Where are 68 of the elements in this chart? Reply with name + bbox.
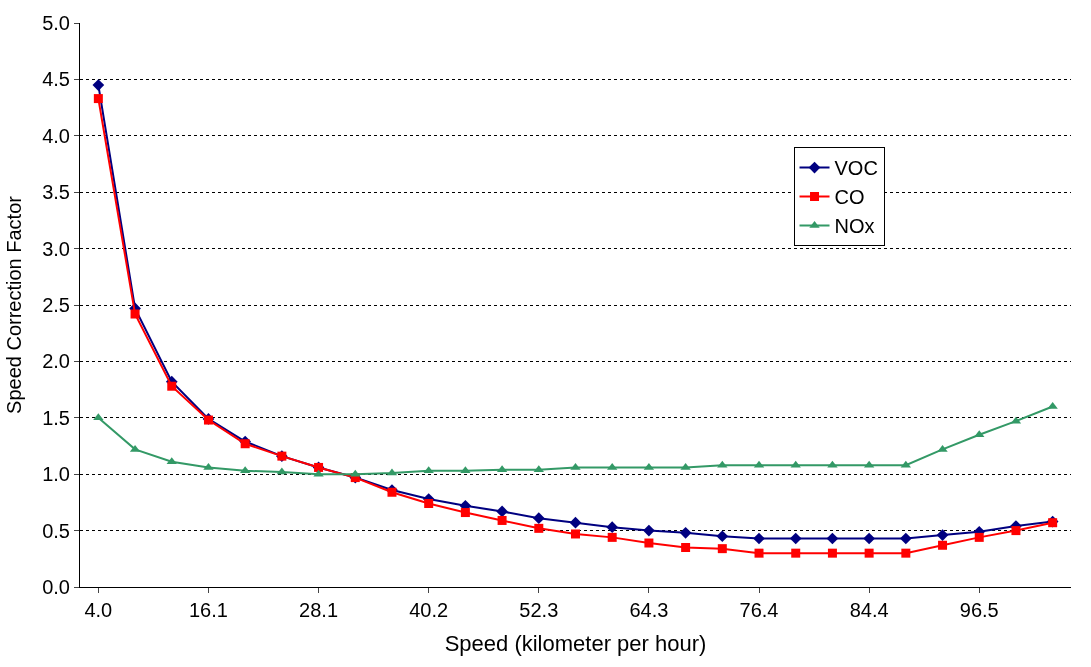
point (166, 457, 177, 465)
point (423, 466, 434, 474)
point (607, 532, 617, 542)
point (644, 538, 654, 548)
y-tick-label: 2.0 (42, 350, 70, 373)
point (901, 548, 911, 558)
point (93, 413, 104, 421)
point (460, 466, 471, 474)
y-tick-label: 4.5 (42, 68, 70, 91)
x-tick-label: 28.1 (299, 599, 339, 621)
point (679, 527, 692, 539)
point (1011, 526, 1021, 536)
point (791, 548, 801, 558)
point (569, 516, 582, 529)
point (424, 499, 434, 509)
point (93, 94, 103, 104)
x-tick-label: 52.3 (519, 599, 559, 621)
y-tick-label: 3.0 (42, 237, 70, 260)
x-tick-label: 84.4 (849, 599, 889, 621)
point (571, 529, 580, 539)
point (203, 462, 214, 470)
y-tick-label: 3.5 (42, 181, 70, 204)
x-tick-label: 76.4 (739, 599, 779, 621)
point (240, 439, 250, 449)
x-tick-label: 16.1 (188, 599, 228, 621)
point (826, 532, 839, 545)
legend-label: NOx (834, 215, 875, 238)
point (974, 532, 984, 542)
y-tick-label: 4.0 (42, 124, 70, 147)
x-tick-label: 4.0 (84, 599, 113, 621)
point (936, 529, 949, 541)
legend-label: CO (834, 186, 865, 209)
x-tick-label: 40.2 (409, 599, 449, 621)
point (937, 444, 948, 452)
point (864, 548, 874, 558)
point (532, 512, 545, 525)
point (570, 462, 581, 470)
point (92, 79, 105, 91)
point (534, 523, 544, 533)
y-tick-label: 0.0 (42, 576, 70, 598)
point (789, 532, 802, 545)
y-tick-label: 0.5 (42, 519, 70, 542)
point (497, 515, 507, 525)
point (681, 543, 691, 553)
point (716, 530, 729, 543)
point (899, 532, 912, 545)
point (167, 381, 177, 391)
y-tick-label: 5.0 (42, 12, 70, 34)
x-tick-label: 96.5 (959, 599, 999, 621)
y-axis-title: Speed Correction Factor (2, 195, 25, 414)
point (754, 548, 764, 558)
point (717, 544, 727, 554)
y-tick-label: 1.5 (42, 406, 70, 429)
x-axis-title: Speed (kilometer per hour) (444, 630, 707, 656)
point (863, 532, 875, 545)
point (460, 508, 470, 518)
point (606, 521, 619, 534)
point (130, 309, 140, 319)
y-tick-label: 2.5 (42, 294, 70, 316)
legend-label: VOC (834, 157, 878, 180)
point (827, 548, 837, 558)
point (643, 524, 655, 537)
point (753, 532, 765, 545)
point (607, 462, 618, 470)
point (938, 540, 948, 550)
x-tick-label: 64.3 (629, 599, 669, 621)
y-tick-label: 1.0 (42, 463, 70, 486)
point (680, 462, 691, 470)
